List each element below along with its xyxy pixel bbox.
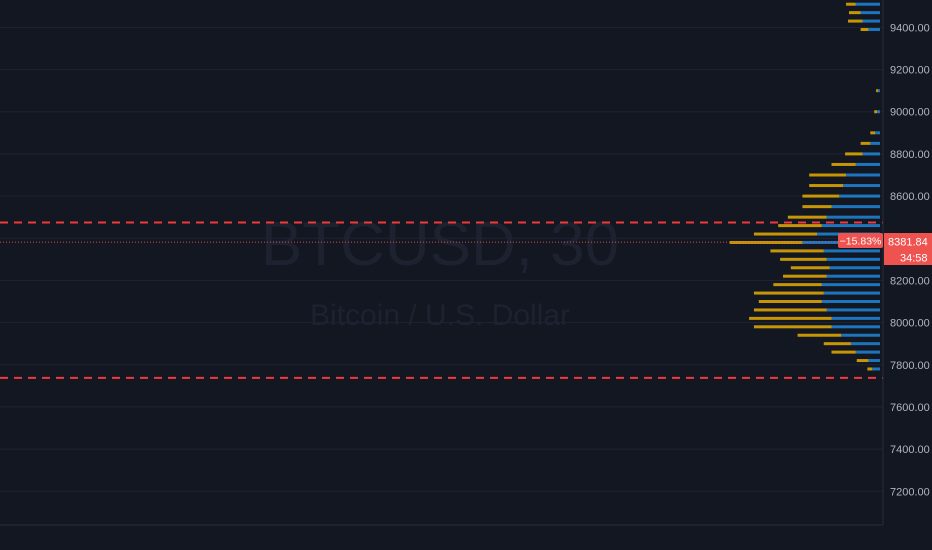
volume-profile-up-bar bbox=[872, 367, 880, 371]
volume-profile-down-bar bbox=[787, 215, 827, 219]
volume-profile-down-bar bbox=[860, 141, 871, 145]
last-price-badge bbox=[884, 233, 932, 250]
volume-profile-down-bar bbox=[758, 300, 822, 304]
volume-profile-up-bar bbox=[821, 283, 880, 287]
volume-profile-down-bar bbox=[780, 257, 827, 261]
volume-profile-up-bar bbox=[868, 359, 880, 363]
volume-profile-up-bar bbox=[875, 131, 880, 135]
last-price-value: 8381.84 bbox=[888, 237, 928, 249]
volume-profile-down-bar bbox=[848, 11, 861, 15]
volume-profile-down-bar bbox=[729, 240, 803, 244]
volume-profile-down-bar bbox=[802, 194, 840, 198]
volume-profile-up-bar bbox=[831, 325, 880, 329]
volume-profile-up-bar bbox=[839, 194, 880, 198]
drawings[interactable] bbox=[0, 164, 883, 442]
volume-profile-up-bar bbox=[823, 291, 880, 295]
volume-profile-down-bar bbox=[845, 152, 863, 156]
volume-profile-up-bar bbox=[877, 110, 880, 114]
time-axis[interactable]: 24252627282930Oct23456 bbox=[0, 524, 883, 546]
volume-profile-down-bar bbox=[846, 2, 856, 6]
volume-profile-up-bar bbox=[826, 274, 880, 278]
volume-profile-down-bar bbox=[802, 205, 832, 209]
watermark: BTCUSD, 30 Bitcoin / U.S. Dollar bbox=[261, 210, 619, 332]
volume-profile-down-bar bbox=[749, 316, 832, 320]
price-tick-label: 7200.00 bbox=[890, 486, 930, 498]
volume-profile-down-bar bbox=[848, 19, 863, 23]
volume-profile-down-bar bbox=[797, 333, 842, 337]
price-tick-label: 8000.00 bbox=[890, 318, 930, 330]
volume-profile-up-bar bbox=[862, 19, 880, 23]
volume-profile-down-bar bbox=[809, 173, 847, 177]
price-tick-label: 7600.00 bbox=[890, 402, 930, 414]
bar-countdown: 34:58 bbox=[900, 253, 928, 265]
volume-profile-up-bar bbox=[870, 141, 880, 145]
volume-profile-up-bar bbox=[868, 28, 880, 32]
volume-profile-down-bar bbox=[753, 308, 827, 312]
volume-profile-down-bar bbox=[823, 342, 851, 346]
volume-profile-up-bar bbox=[855, 350, 880, 354]
volume-profile-up-bar bbox=[826, 215, 880, 219]
volume-profile-down-bar bbox=[809, 184, 844, 188]
last-price-badges: −15.83% 8381.84 34:58 bbox=[838, 233, 932, 265]
volume-profile-down-bar bbox=[778, 224, 822, 228]
volume-profile-down-bar bbox=[876, 89, 879, 93]
volume-profile-up-bar bbox=[843, 184, 880, 188]
volume-profile-up-bar bbox=[831, 316, 880, 320]
volume-profile-up-bar bbox=[841, 333, 880, 337]
volume-profile-down-bar bbox=[753, 325, 832, 329]
bar-countdown-badge bbox=[884, 250, 932, 265]
price-tick-label: 7800.00 bbox=[890, 360, 930, 372]
watermark-description: Bitcoin / U.S. Dollar bbox=[310, 299, 570, 332]
price-tick-label: 8800.00 bbox=[890, 149, 930, 161]
volume-profile-down-bar bbox=[867, 367, 873, 371]
volume-profile-up-bar bbox=[846, 173, 880, 177]
last-price-change: −15.83% bbox=[840, 236, 882, 248]
volume-profile-down-bar bbox=[860, 28, 869, 32]
volume-profile-up-bar bbox=[826, 257, 880, 261]
volume-profile-up-bar bbox=[862, 152, 880, 156]
price-tick-label: 7400.00 bbox=[890, 444, 930, 456]
volume-profile-up-bar bbox=[855, 2, 880, 6]
price-tick-label: 8600.00 bbox=[890, 191, 930, 203]
volume-profile-up-bar bbox=[860, 11, 880, 15]
volume-profile-down-bar bbox=[790, 266, 830, 270]
volume-profile-up-bar bbox=[878, 89, 880, 93]
volume-profile-down-bar bbox=[753, 291, 824, 295]
volume-profile-up-bar bbox=[855, 162, 880, 166]
volume-profile-down-bar bbox=[770, 249, 824, 253]
volume-profile-up-bar bbox=[823, 249, 880, 253]
volume-profile-down-bar bbox=[783, 274, 827, 278]
grid bbox=[0, 26, 883, 492]
volume-profile-up-bar bbox=[826, 308, 880, 312]
volume-profile-down-bar bbox=[773, 283, 822, 287]
volume-profile-down-bar bbox=[856, 359, 869, 363]
volume-profile-up-bar bbox=[831, 205, 880, 209]
volume-profile-down-bar bbox=[831, 350, 856, 354]
volume-profile-up-bar bbox=[829, 266, 880, 270]
volume-profile-down-bar bbox=[753, 232, 817, 236]
volume-profile-up-bar bbox=[821, 300, 880, 304]
price-tick-label: 9200.00 bbox=[890, 65, 930, 77]
volume-profile-up-bar bbox=[821, 224, 880, 228]
watermark-symbol: BTCUSD, 30 bbox=[261, 210, 619, 279]
price-tick-label: 8200.00 bbox=[890, 275, 930, 287]
volume-profile-down-bar bbox=[831, 162, 856, 166]
volume-profile-down-bar bbox=[870, 131, 876, 135]
volume-profile-up-bar bbox=[850, 342, 880, 346]
last-price-change-badge bbox=[838, 233, 883, 248]
price-tick-label: 9000.00 bbox=[890, 107, 930, 119]
volume-profile-down-bar bbox=[874, 110, 878, 114]
price-tick-label: 9400.00 bbox=[890, 22, 930, 34]
